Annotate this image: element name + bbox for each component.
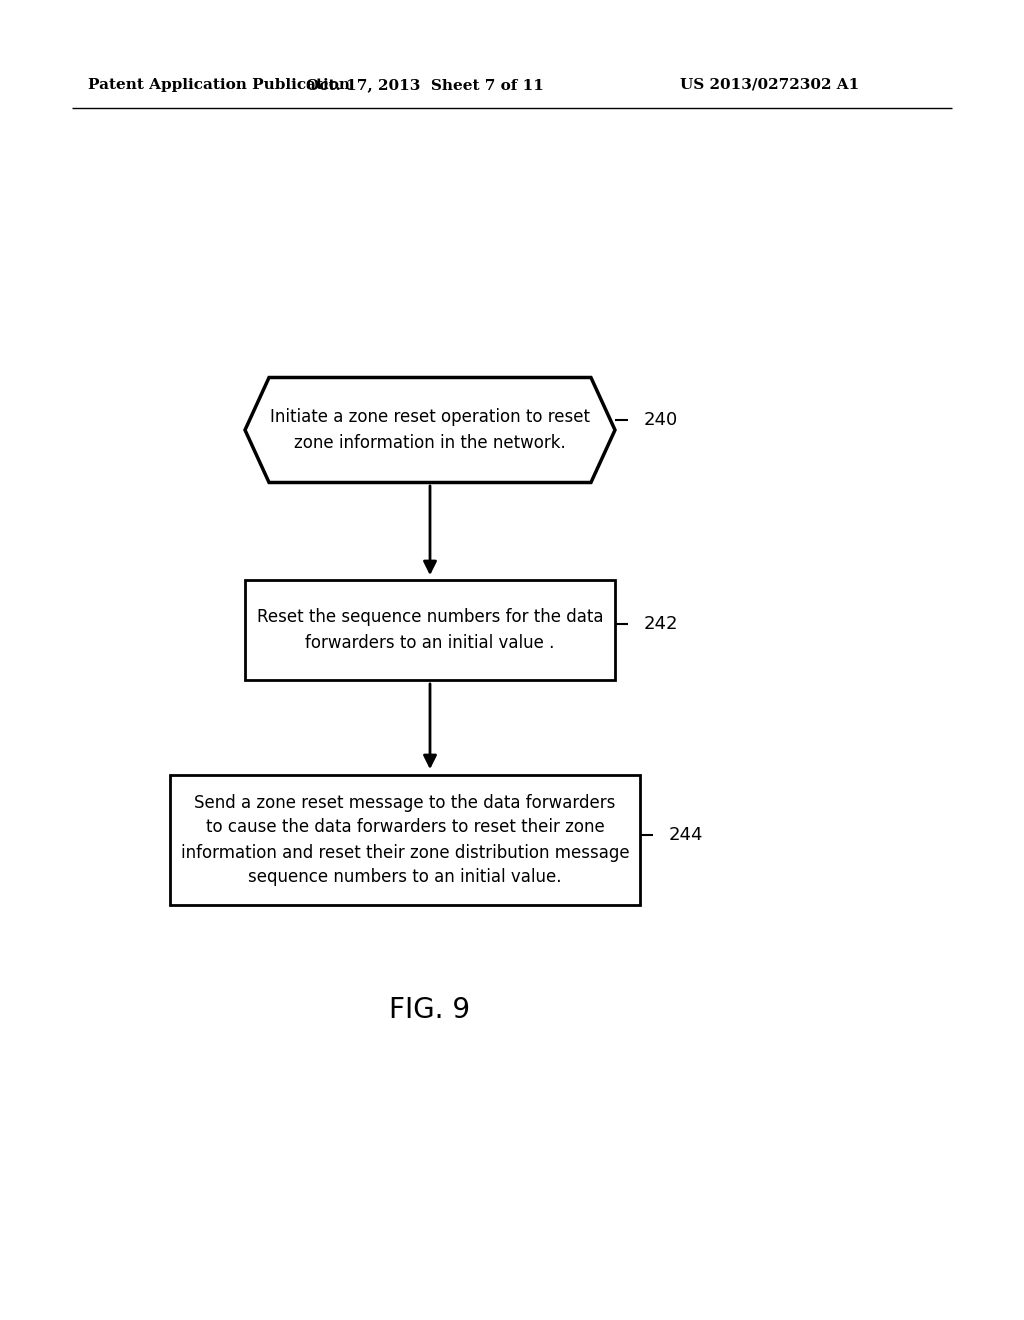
Text: Patent Application Publication: Patent Application Publication <box>88 78 350 92</box>
Text: 244: 244 <box>669 826 703 843</box>
Text: FIG. 9: FIG. 9 <box>389 997 471 1024</box>
Text: 240: 240 <box>644 411 678 429</box>
Text: Initiate a zone reset operation to reset
zone information in the network.: Initiate a zone reset operation to reset… <box>270 408 590 451</box>
Text: US 2013/0272302 A1: US 2013/0272302 A1 <box>680 78 859 92</box>
Text: Send a zone reset message to the data forwarders
to cause the data forwarders to: Send a zone reset message to the data fo… <box>180 793 630 887</box>
Text: Oct. 17, 2013  Sheet 7 of 11: Oct. 17, 2013 Sheet 7 of 11 <box>306 78 544 92</box>
Text: 242: 242 <box>644 615 679 634</box>
Text: Reset the sequence numbers for the data
forwarders to an initial value .: Reset the sequence numbers for the data … <box>257 609 603 652</box>
Bar <box>170 775 640 906</box>
Bar <box>245 579 615 680</box>
